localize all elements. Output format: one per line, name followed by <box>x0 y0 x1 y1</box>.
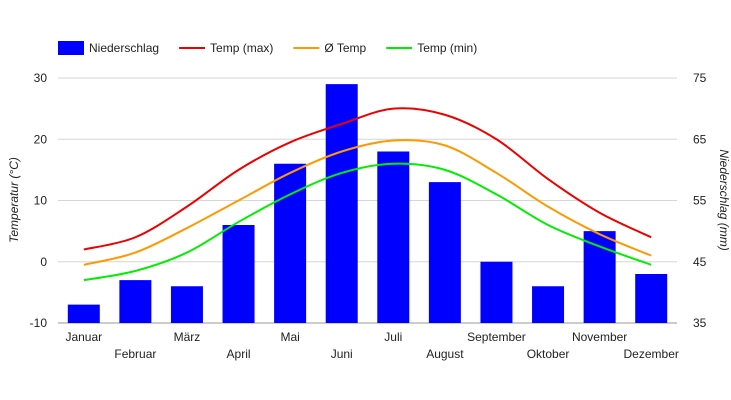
legend-label: Niederschlag <box>89 41 159 55</box>
legend-label: Temp (min) <box>417 41 477 55</box>
bar-januar <box>67 304 100 323</box>
x-tick-m-rz: März <box>174 330 201 344</box>
legend-item-niederschlag: Niederschlag <box>58 41 159 55</box>
x-tick-august: August <box>426 347 464 361</box>
bar-august <box>428 182 461 323</box>
x-tick-juli: Juli <box>384 330 402 344</box>
left-axis-label: Temperatur (°C) <box>7 157 21 243</box>
bar-m-rz <box>170 286 203 323</box>
bar-november <box>583 231 616 323</box>
x-tick-juni: Juni <box>331 347 353 361</box>
x-tick-april: April <box>227 347 251 361</box>
line-temp-min <box>83 162 652 282</box>
x-tick-januar: Januar <box>65 330 102 344</box>
legend-swatch <box>58 41 84 55</box>
legend-item-temp-max: Temp (max) <box>179 41 273 55</box>
bar-mai <box>274 163 307 323</box>
legend-label: Temp (max) <box>210 41 273 55</box>
legend-item-temp-min: Temp (min) <box>386 41 477 55</box>
x-tick-februar: Februar <box>114 347 156 361</box>
x-tick-dezember: Dezember <box>624 347 679 361</box>
temperature-lines <box>83 107 652 282</box>
right-tick-label: 75 <box>693 71 707 85</box>
legend-item-temp: Ø Temp <box>293 41 367 55</box>
left-tick-label: 0 <box>40 255 47 269</box>
x-axis-ticks: Januar Februar März April Mai Juni Juli AugustS… <box>65 330 678 361</box>
left-tick-label: 30 <box>34 71 48 85</box>
right-axis-label: Niederschlag (mm) <box>717 149 731 250</box>
bar-februar <box>119 280 152 323</box>
x-tick-mai: Mai <box>280 330 299 344</box>
x-tick-november: November <box>572 330 627 344</box>
left-tick-label: 10 <box>34 194 48 208</box>
right-tick-label: 65 <box>693 132 707 146</box>
right-tick-label: 35 <box>693 316 707 330</box>
line-temp-max <box>83 107 652 251</box>
bar-dezember <box>635 274 668 323</box>
grid-lines <box>58 77 677 324</box>
right-tick-label: 45 <box>693 255 707 269</box>
left-axis-ticks: 30 20 10 0 -10 <box>30 71 48 330</box>
left-tick-label: -10 <box>30 316 48 330</box>
x-tick-oktober: Oktober <box>527 347 570 361</box>
line-temp <box>83 139 652 266</box>
legend-label: Ø Temp <box>324 41 366 55</box>
bar-april <box>222 225 255 323</box>
bar-september <box>480 261 513 323</box>
bar-juli <box>377 151 410 323</box>
right-axis-ticks: 75 65 55 45 35 <box>693 71 707 330</box>
right-tick-label: 55 <box>693 194 707 208</box>
x-tick-september: September <box>467 330 526 344</box>
precipitation-bars <box>67 84 668 323</box>
legend: Niederschlag Temp (max) Ø Temp Temp (min) <box>58 41 477 55</box>
bar-oktober <box>532 286 565 323</box>
left-tick-label: 20 <box>34 132 48 146</box>
